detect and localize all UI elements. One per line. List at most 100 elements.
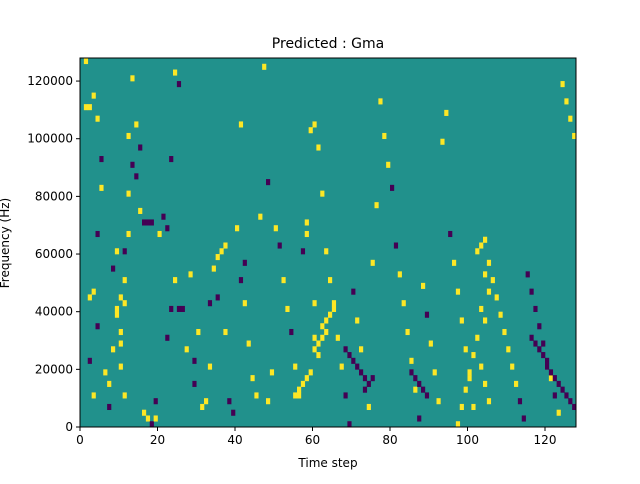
heatmap-cell	[99, 156, 104, 163]
heatmap-cell	[320, 334, 325, 341]
heatmap-cell	[359, 346, 364, 353]
heatmap-cell	[475, 334, 480, 341]
heatmap-cell	[269, 369, 275, 376]
heatmap-cell	[138, 144, 143, 151]
heatmap-cell	[95, 115, 100, 122]
heatmap-cell	[289, 328, 294, 336]
heatmap-cell	[382, 132, 387, 140]
heatmap-cell	[510, 363, 515, 370]
heatmap-cell	[324, 248, 329, 255]
heatmap-cell	[235, 225, 240, 232]
heatmap-cell	[390, 184, 395, 191]
plot-background	[80, 58, 576, 427]
heatmap-cell	[541, 340, 546, 347]
heatmap-cell	[114, 248, 120, 255]
heatmap-cell	[486, 288, 492, 295]
heatmap-cell	[184, 346, 189, 353]
heatmap-cell	[130, 75, 135, 82]
heatmap-cell	[463, 346, 468, 353]
x-axis: 0 20 40 60 80 100 120	[76, 427, 556, 447]
heatmap-cell	[308, 369, 313, 376]
heatmap-cell	[165, 225, 170, 232]
heatmap-cell	[421, 386, 426, 393]
heatmap-cell	[525, 271, 530, 278]
heatmap-cell	[467, 369, 472, 376]
x-tick-label: 120	[534, 433, 557, 447]
heatmap-cell	[114, 305, 120, 312]
heatmap-cell	[219, 248, 224, 255]
heatmap-cell	[169, 156, 174, 163]
heatmap-cell	[192, 357, 197, 364]
heatmap-cell	[204, 398, 209, 405]
heatmap-cell	[421, 282, 426, 289]
heatmap-cell	[483, 317, 488, 324]
heatmap-cell	[483, 271, 488, 278]
heatmap-cell	[548, 375, 554, 382]
heatmap-cell	[223, 328, 228, 336]
heatmap-cell	[568, 115, 573, 122]
heatmap-cell	[157, 230, 162, 238]
heatmap-cell	[343, 346, 348, 353]
heatmap-cell	[463, 386, 468, 393]
heatmap-cell	[572, 132, 577, 140]
heatmap-cell	[370, 259, 375, 266]
heatmap-cell	[537, 346, 542, 353]
heatmap-cell	[514, 380, 519, 387]
heatmap-cell	[541, 352, 546, 359]
heatmap-cell	[304, 230, 309, 238]
heatmap-cell	[486, 259, 492, 266]
heatmap-cell	[355, 363, 360, 370]
heatmap-cell	[87, 104, 92, 111]
y-tick-label: 60000	[35, 247, 73, 261]
heatmap-cell	[122, 248, 127, 255]
heatmap-cells	[83, 58, 577, 428]
heatmap-cell	[83, 58, 89, 65]
heatmap-cell	[142, 409, 147, 416]
heatmap-cell	[304, 375, 309, 382]
heatmap-cell	[552, 375, 557, 382]
heatmap-cell	[130, 161, 135, 168]
heatmap-cell	[529, 334, 534, 341]
heatmap-cell	[242, 300, 247, 307]
heatmap-cell	[362, 375, 368, 382]
heatmap-cell	[537, 323, 542, 330]
heatmap-cell	[362, 386, 368, 393]
heatmap-cell	[448, 230, 453, 238]
heatmap-cell	[95, 230, 100, 238]
heatmap-cell	[560, 81, 565, 88]
heatmap-cell	[378, 98, 383, 105]
heatmap-cell	[351, 357, 356, 364]
heatmap-cell	[506, 346, 511, 353]
y-axis: 0 20000 40000 60000 80000 100000 120000	[27, 74, 80, 434]
heatmap-cell	[471, 352, 476, 359]
heatmap-cell	[176, 81, 182, 88]
heatmap-cell	[266, 398, 271, 405]
heatmap-cell	[149, 219, 154, 226]
plot-frame	[79, 57, 577, 428]
heatmap-cell	[436, 398, 441, 405]
heatmap-cell	[200, 403, 205, 411]
heatmap-cell	[475, 248, 480, 255]
heatmap-cell	[455, 421, 461, 428]
heatmap-cell	[312, 300, 317, 307]
heatmap-cell	[91, 92, 96, 99]
heatmap-cell	[320, 190, 325, 197]
heatmap-cell	[107, 403, 112, 411]
heatmap-cell	[386, 161, 391, 168]
heatmap-cell	[266, 179, 271, 186]
heatmap-cell	[126, 132, 131, 140]
heatmap-cell	[173, 277, 178, 284]
heatmap-cell	[355, 317, 360, 324]
y-axis-label: Frequency (Hz)	[0, 198, 12, 289]
heatmap-cell	[165, 334, 170, 341]
heatmap-cell	[227, 398, 232, 405]
y-tick-label: 80000	[35, 189, 73, 203]
heatmap-cell	[273, 225, 278, 232]
heatmap-cell	[192, 380, 197, 387]
heatmap-cell	[231, 409, 236, 416]
heatmap-cell	[393, 242, 399, 249]
heatmap-cell	[490, 277, 495, 284]
heatmap-cell	[293, 392, 298, 399]
heatmap-cell	[293, 363, 298, 370]
